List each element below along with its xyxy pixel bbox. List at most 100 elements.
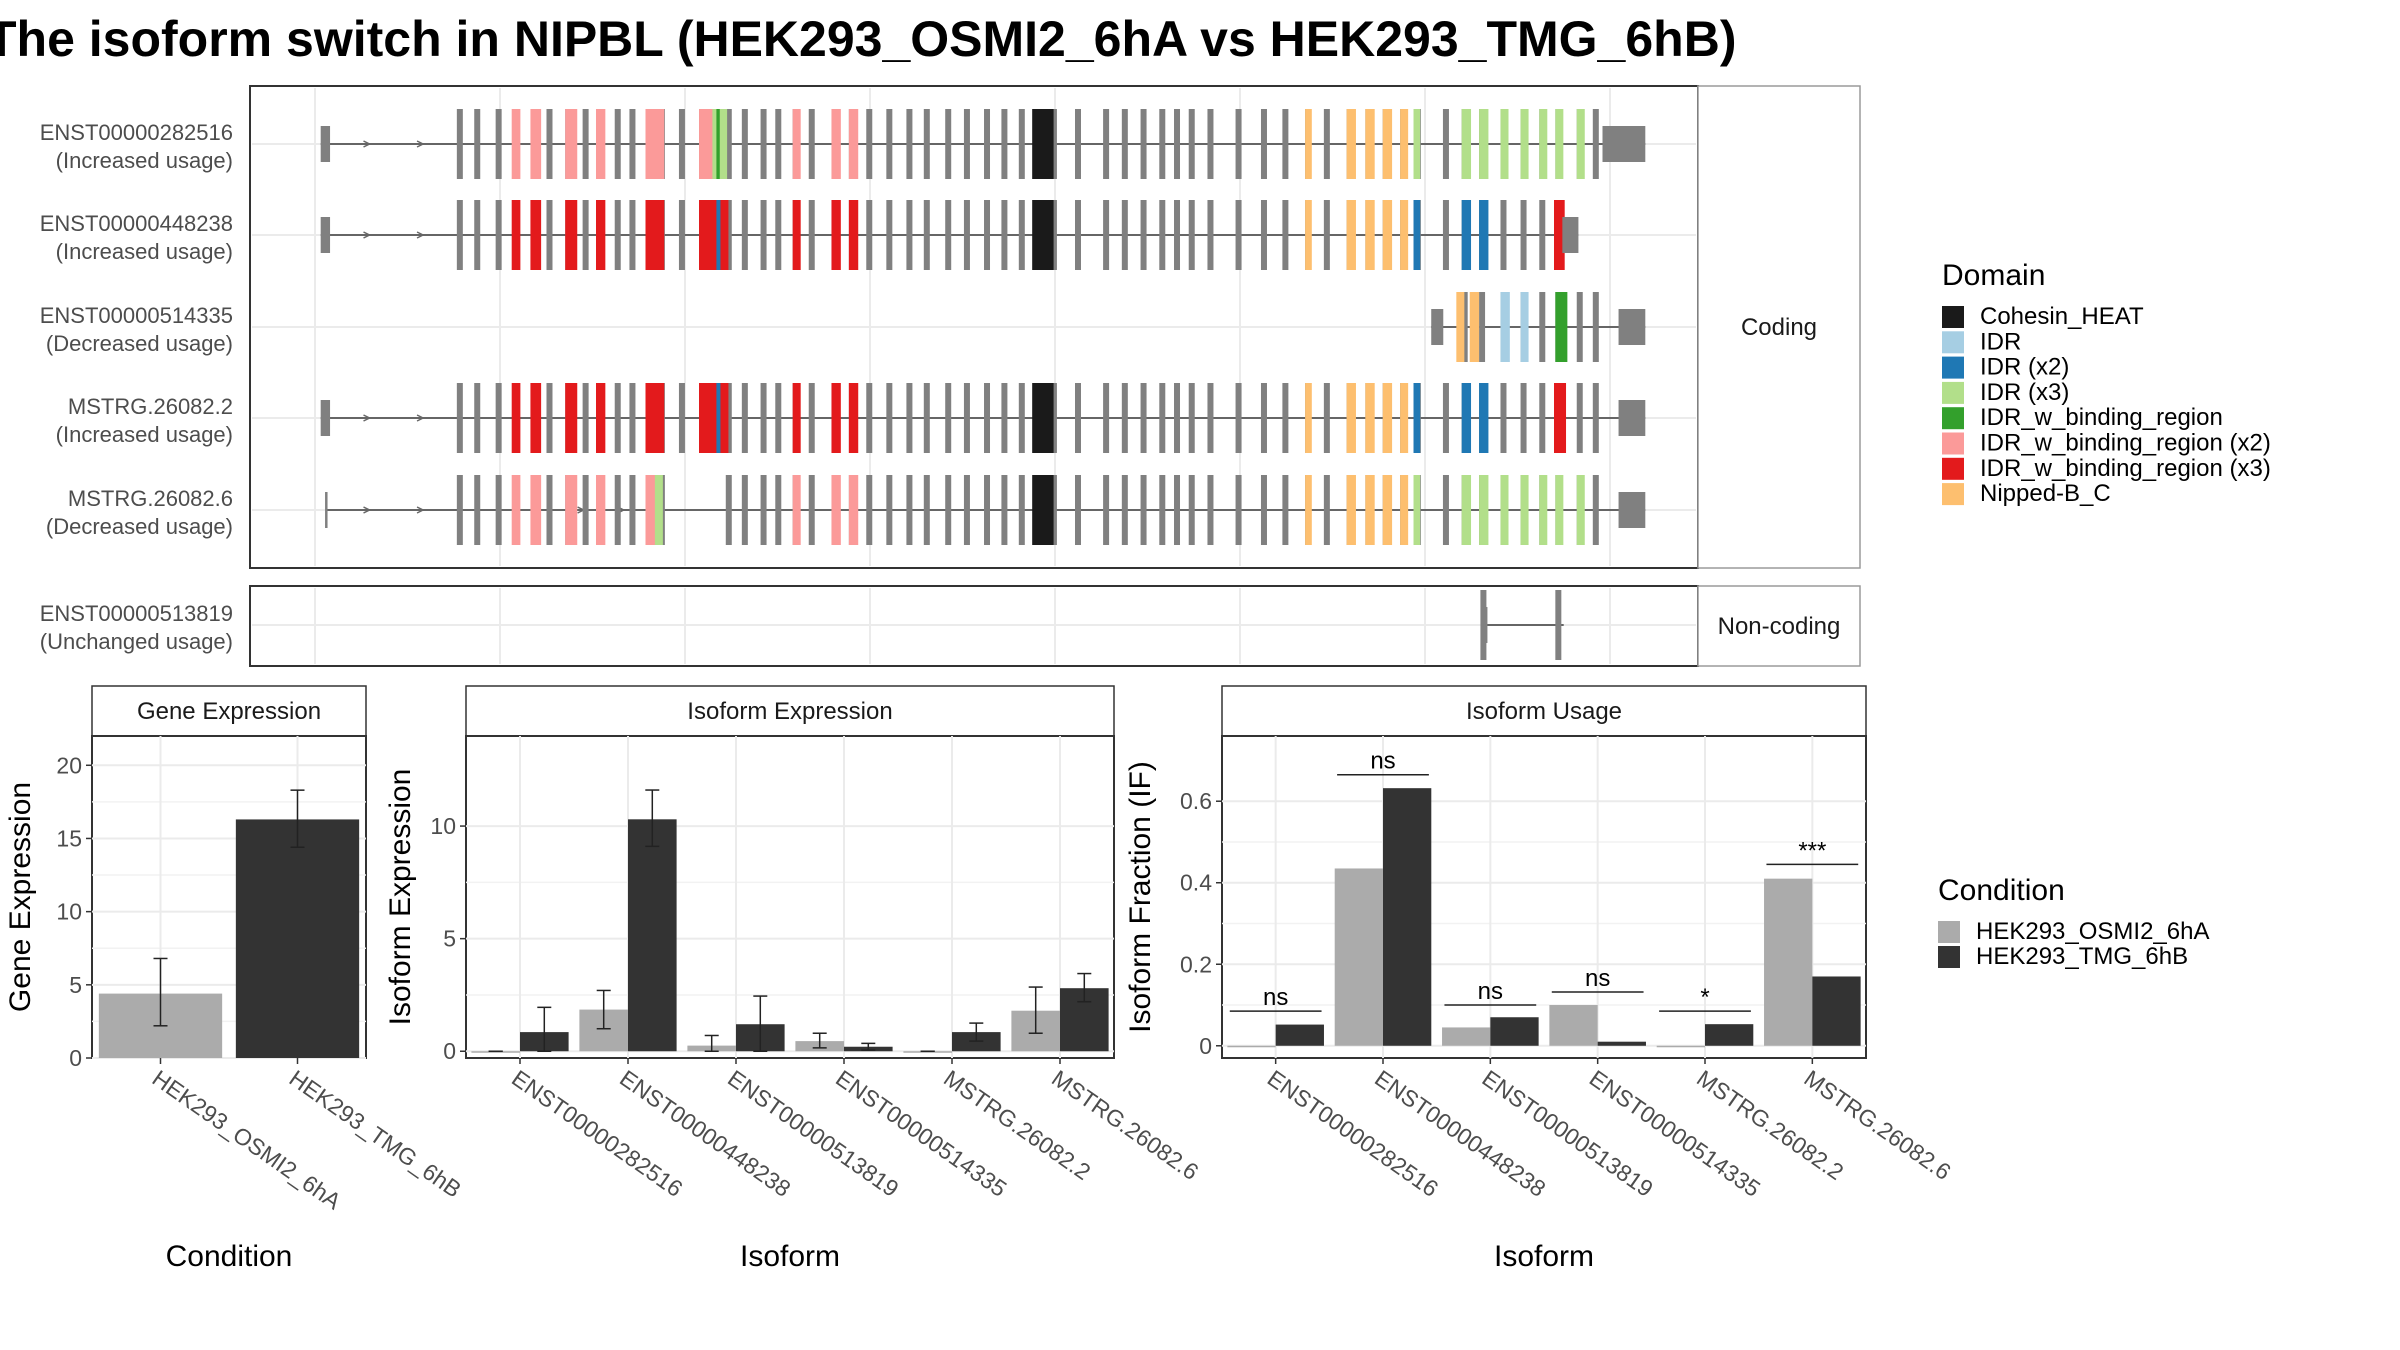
domain-segment xyxy=(1032,200,1041,270)
domain-segment xyxy=(1413,383,1421,453)
coding-exon xyxy=(906,383,913,453)
structure-panel: Coding Non-coding ENST00000282516 (Increa… xyxy=(40,85,1861,667)
coding-exon xyxy=(546,383,553,453)
domain-legend-title: Domain xyxy=(1942,259,2045,292)
coding-exon xyxy=(725,475,732,545)
strand-arrow xyxy=(363,506,372,514)
domain-segment xyxy=(530,383,542,453)
domain-segment xyxy=(1305,383,1312,453)
coding-exon xyxy=(963,200,970,270)
coding-exon xyxy=(984,475,991,545)
utr-exon xyxy=(1618,309,1646,345)
coding-exon xyxy=(1592,292,1599,362)
domain-segment xyxy=(1479,475,1489,545)
coding-exon xyxy=(1260,200,1267,270)
coding-exon xyxy=(1159,383,1166,453)
utr-exon xyxy=(1431,309,1444,345)
domain-segment xyxy=(1539,475,1548,545)
noncoding-exon xyxy=(1555,590,1562,660)
domain-segment xyxy=(792,475,801,545)
y-axis-title: Isoform Expression xyxy=(384,769,417,1026)
domain-segment xyxy=(792,200,801,270)
coding-exon xyxy=(1500,383,1507,453)
coding-exon xyxy=(741,109,748,179)
domain-segment xyxy=(1365,109,1375,179)
y-tick-label: 0 xyxy=(69,1045,82,1071)
coding-exon xyxy=(1074,109,1081,179)
coding-exon xyxy=(1323,383,1330,453)
domain-segment xyxy=(716,200,725,270)
bar xyxy=(1275,1024,1324,1046)
domain-segment xyxy=(1044,475,1054,545)
coding-exon xyxy=(808,200,815,270)
strand-arrow xyxy=(416,231,425,239)
condition-legend-swatch xyxy=(1938,946,1960,968)
transcript-usage-label: (Increased usage) xyxy=(56,148,233,173)
coding-exon xyxy=(775,109,782,179)
coding-exon xyxy=(1121,475,1128,545)
coding-strip-label: Coding xyxy=(1741,314,1817,341)
domain-segment xyxy=(699,200,721,270)
y-tick-label: 15 xyxy=(56,825,82,851)
coding-exon xyxy=(1140,475,1147,545)
domain-segment xyxy=(1469,292,1480,362)
domain-segment xyxy=(1365,200,1375,270)
domain-segment xyxy=(511,109,521,179)
domain-segment xyxy=(1400,200,1409,270)
significance-label: ns xyxy=(1478,978,1503,1005)
strand-arrow xyxy=(363,414,372,422)
coding-exon xyxy=(760,383,767,453)
coding-exon xyxy=(1121,383,1128,453)
coding-exon xyxy=(456,475,463,545)
noncoding-strip xyxy=(1697,585,1861,667)
domain-segment xyxy=(1539,109,1548,179)
coding-exon xyxy=(582,200,589,270)
coding-exon xyxy=(629,383,636,453)
domain-legend-label: IDR_w_binding_region xyxy=(1980,404,2223,431)
coding-exon xyxy=(1235,383,1242,453)
transcript-track: MSTRG.26082.6 (Decreased usage) xyxy=(46,475,1646,545)
y-tick-label: 5 xyxy=(69,972,82,998)
coding-exon xyxy=(886,200,893,270)
coding-exon xyxy=(984,200,991,270)
coding-exon xyxy=(741,383,748,453)
bar xyxy=(1764,878,1813,1046)
domain-segment xyxy=(720,200,729,270)
coding-exon xyxy=(1592,109,1599,179)
transcript-id-label: MSTRG.26082.2 xyxy=(68,394,233,419)
domain-segment xyxy=(1305,109,1312,179)
y-tick-label: 5 xyxy=(443,926,456,952)
coding-exon xyxy=(1103,109,1110,179)
transcript-usage-label: (Increased usage) xyxy=(56,239,233,264)
domain-segment xyxy=(1382,109,1393,179)
condition-legend-label: HEK293_TMG_6hB xyxy=(1976,943,2188,970)
coding-exon xyxy=(923,109,930,179)
domain-segment xyxy=(1032,109,1041,179)
domain-segment xyxy=(716,383,725,453)
domain-segment xyxy=(1032,383,1041,453)
coding-exon xyxy=(1260,383,1267,453)
domain-segment xyxy=(1037,475,1046,545)
noncoding-strip-label: Non-coding xyxy=(1718,613,1841,640)
domain-segment xyxy=(1044,109,1054,179)
transcript-track: MSTRG.26082.2 (Increased usage) xyxy=(56,383,1646,453)
coding-exon xyxy=(1174,109,1181,179)
domain-segment xyxy=(511,475,521,545)
coding-exon xyxy=(546,109,553,179)
coding-exon xyxy=(495,383,502,453)
domain-segment xyxy=(1520,475,1529,545)
y-tick-label: 0.6 xyxy=(1180,788,1212,814)
domain-segment xyxy=(1554,383,1567,453)
domain-segment xyxy=(530,109,542,179)
coding-exon xyxy=(1539,383,1546,453)
coding-exon xyxy=(495,109,502,179)
y-tick-label: 0 xyxy=(1199,1033,1212,1059)
coding-exon xyxy=(984,383,991,453)
coding-exon xyxy=(866,383,873,453)
coding-exon xyxy=(1282,200,1289,270)
bar xyxy=(1490,1017,1539,1046)
y-tick-label: 0.2 xyxy=(1180,951,1212,977)
coding-exon xyxy=(775,475,782,545)
bar xyxy=(1597,1041,1646,1046)
